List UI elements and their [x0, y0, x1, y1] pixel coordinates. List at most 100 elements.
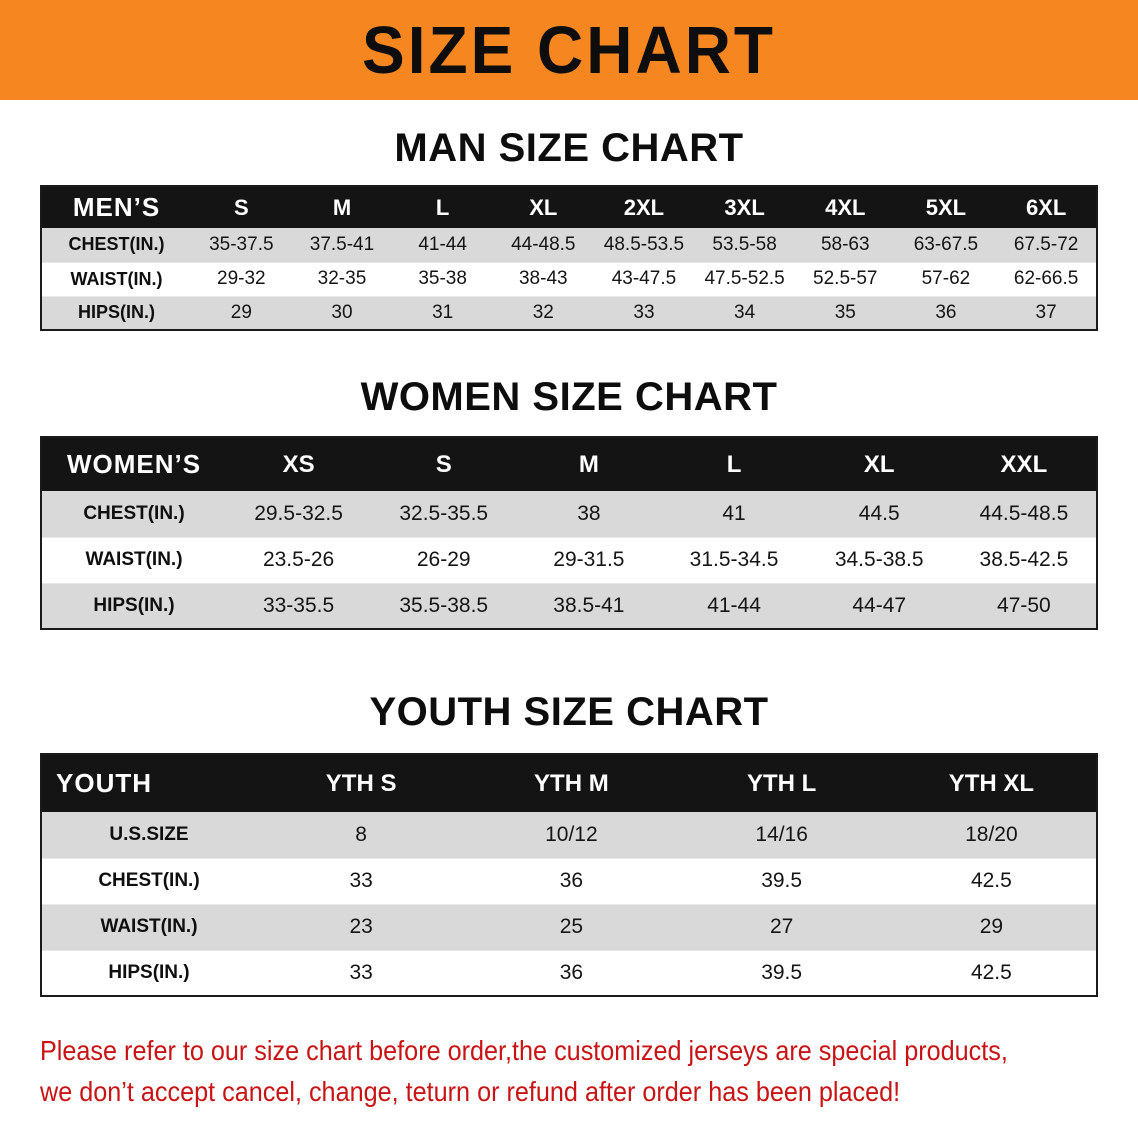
men-header-cell: XL — [492, 186, 594, 228]
disclaimer-line-1: Please refer to our size chart before or… — [40, 1035, 1008, 1066]
data-cell: 38-43 — [518, 268, 568, 289]
men-header-cell: M — [291, 186, 393, 228]
data-cell: 42.5 — [970, 869, 1012, 892]
row-label: WAIST(IN.) — [100, 916, 198, 937]
women-header-cell: L — [661, 437, 807, 491]
data-cell: 29.5-32.5 — [254, 501, 343, 525]
women-header-cell: M — [516, 437, 662, 491]
women-section-title: WOMEN SIZE CHART — [360, 375, 778, 419]
data-cell: 35-37.5 — [209, 233, 274, 255]
data-cell: 33 — [633, 301, 655, 323]
men-header-cell: 4XL — [794, 186, 896, 228]
data-cell: 31.5-34.5 — [689, 548, 779, 571]
data-cell: 62-66.5 — [1013, 268, 1079, 289]
youth-header-cell: YTH XL — [886, 754, 1097, 812]
youth-size-table: YOUTH YTH S YTH M YTH L YTH XL U.S.SIZE … — [40, 753, 1098, 997]
women-header-cell: XS — [226, 437, 372, 491]
data-cell: 34.5-38.5 — [834, 548, 924, 571]
men-header-cell: 3XL — [694, 186, 795, 228]
youth-header-cell: YTH M — [466, 754, 677, 812]
disclaimer-line-2: we don’t accept cancel, change, teturn o… — [40, 1075, 901, 1107]
women-header-cell: XL — [806, 437, 952, 491]
row-label: HIPS(IN.) — [93, 594, 175, 616]
youth-section-title: YOUTH SIZE CHART — [369, 690, 769, 734]
men-section-title: MAN SIZE CHART — [394, 126, 744, 170]
men-header-cell: 6XL — [996, 186, 1097, 228]
data-cell: 31 — [432, 301, 454, 323]
data-cell: 10/12 — [545, 822, 598, 846]
data-cell: 52.5-57 — [813, 268, 878, 289]
women-header-label: WOMEN’S — [41, 437, 226, 491]
women-size-chart-section: WOMEN SIZE CHART WOMEN’S XS S M L XL XXL… — [0, 375, 1138, 630]
data-cell: 38.5-41 — [553, 593, 625, 617]
women-header-cell: S — [371, 437, 517, 491]
data-cell: 33-35.5 — [262, 593, 335, 617]
women-chest-row: CHEST(IN.) 29.5-32.5 32.5-35.5 38 41 44.… — [41, 491, 1097, 537]
data-cell: 29-32 — [217, 268, 266, 289]
data-cell: 36 — [559, 869, 584, 892]
data-cell: 35 — [834, 301, 856, 323]
data-cell: 38 — [577, 501, 601, 525]
men-header-cell: L — [392, 186, 493, 228]
data-cell: 44.5-48.5 — [979, 501, 1069, 525]
row-label: U.S.SIZE — [109, 823, 189, 845]
women-header-cell: XXL — [951, 437, 1097, 491]
youth-header-row: YOUTH YTH S YTH M YTH L YTH XL — [41, 754, 1097, 812]
men-header-row: MEN’S S M L XL 2XL 3XL 4XL 5XL 6XL — [41, 186, 1097, 228]
row-label: HIPS(IN.) — [108, 961, 190, 983]
data-cell: 36 — [559, 960, 584, 984]
data-cell: 44-47 — [852, 593, 907, 617]
data-cell: 30 — [331, 301, 353, 323]
data-cell: 33 — [349, 960, 373, 984]
data-cell: 41-44 — [418, 233, 467, 255]
data-cell: 29-31.5 — [553, 548, 625, 571]
women-size-table: WOMEN’S XS S M L XL XXL CHEST(IN.) 29.5-… — [40, 436, 1098, 630]
data-cell: 35.5-38.5 — [399, 593, 489, 617]
men-header-label: MEN’S — [41, 186, 191, 228]
youth-header-cell: YTH S — [256, 754, 467, 812]
men-header-cell: 2XL — [593, 186, 695, 228]
men-size-table: MEN’S S M L XL 2XL 3XL 4XL 5XL 6XL CHEST… — [40, 185, 1098, 331]
row-label: WAIST(IN.) — [70, 268, 163, 289]
data-cell: 47-50 — [997, 593, 1051, 617]
women-waist-row: WAIST(IN.) 23.5-26 26-29 29-31.5 31.5-34… — [41, 537, 1097, 583]
men-size-chart-section: MAN SIZE CHART MEN’S S M L XL 2XL 3XL 4X… — [0, 126, 1138, 331]
data-cell: 32-35 — [317, 268, 367, 289]
data-cell: 48.5-53.5 — [603, 233, 685, 255]
data-cell: 23.5-26 — [262, 548, 335, 571]
youth-ussize-row: U.S.SIZE 8 10/12 14/16 18/20 — [41, 812, 1097, 858]
data-cell: 8 — [355, 822, 367, 846]
data-cell: 44-48.5 — [511, 233, 576, 255]
data-cell: 29 — [979, 915, 1004, 938]
data-cell: 67.5-72 — [1013, 233, 1079, 255]
data-cell: 44.5 — [858, 501, 900, 525]
men-header-cell: S — [191, 186, 292, 228]
data-cell: 41 — [722, 501, 746, 525]
data-cell: 18/20 — [965, 822, 1018, 846]
youth-size-chart-section: YOUTH SIZE CHART YOUTH YTH S YTH M YTH L… — [0, 690, 1138, 997]
data-cell: 63-67.5 — [913, 233, 979, 255]
data-cell: 39.5 — [761, 869, 803, 892]
data-cell: 37 — [1035, 301, 1057, 323]
men-hips-row: HIPS(IN.) 29 30 31 32 33 34 35 36 37 — [41, 296, 1097, 330]
banner-title: SIZE CHART — [362, 12, 776, 88]
data-cell: 42.5 — [970, 960, 1012, 984]
data-cell: 36 — [935, 301, 957, 323]
data-cell: 43-47.5 — [611, 268, 677, 289]
women-header-row: WOMEN’S XS S M L XL XXL — [41, 437, 1097, 491]
data-cell: 47.5-52.5 — [704, 268, 785, 289]
row-label: CHEST(IN.) — [68, 234, 165, 255]
women-hips-row: HIPS(IN.) 33-35.5 35.5-38.5 38.5-41 41-4… — [41, 583, 1097, 629]
data-cell: 41-44 — [707, 593, 761, 617]
data-cell: 39.5 — [761, 960, 803, 984]
data-cell: 23 — [349, 915, 373, 938]
data-cell: 53.5-58 — [712, 233, 777, 255]
data-cell: 37.5-41 — [309, 233, 375, 255]
men-waist-row: WAIST(IN.) 29-32 32-35 35-38 38-43 43-47… — [41, 262, 1097, 296]
youth-hips-row: HIPS(IN.) 33 36 39.5 42.5 — [41, 950, 1097, 996]
order-disclaimer: Please refer to our size chart before or… — [40, 1031, 1138, 1112]
data-cell: 27 — [769, 915, 794, 938]
youth-header-cell: YTH L — [676, 754, 887, 812]
size-chart-banner: SIZE CHART — [0, 0, 1138, 100]
data-cell: 32 — [532, 301, 554, 323]
